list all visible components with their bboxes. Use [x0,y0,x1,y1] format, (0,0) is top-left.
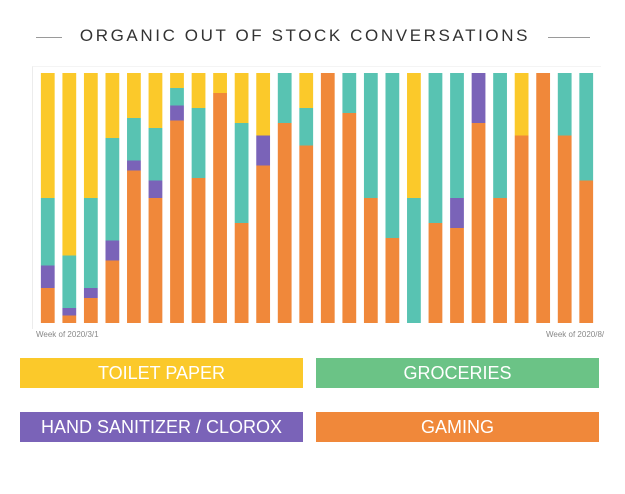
title-divider-left [36,37,62,38]
chart-header: ORGANIC OUT OF STOCK CONVERSATIONS [0,26,625,50]
bar-week-6-gaming [148,198,163,323]
bar-week-22-groceries [493,73,507,198]
bar-week-21-gaming [471,123,486,323]
bar-week-26-gaming [579,180,594,323]
bar-week-11-gaming [256,165,271,323]
bar-week-18-toilet-paper [407,73,421,198]
bar-week-12-gaming [277,123,292,323]
bar-week-16-gaming [363,198,378,323]
bar-week-21-hand-sanitizer-clorox [471,73,486,123]
bar-week-10-groceries [234,123,249,223]
bar-week-19-gaming [428,223,443,323]
bar-week-4-toilet-paper [105,73,120,138]
bar-week-2-hand-sanitizer-clorox [62,308,77,316]
bar-week-6-hand-sanitizer-clorox [148,180,163,198]
bar-week-15-gaming [342,113,357,323]
bar-week-10-toilet-paper [234,73,249,123]
bar-week-25-groceries [557,73,572,136]
plot-area [32,66,601,329]
bar-week-9-gaming [213,93,227,323]
bar-week-5-hand-sanitizer-clorox [127,160,141,171]
bar-week-1-groceries [40,198,55,266]
bar-week-25-gaming [557,135,572,323]
bar-week-18-groceries [407,198,421,323]
bar-week-24-gaming [536,73,551,323]
bar-week-23-gaming [514,135,529,323]
legend-groceries: GROCERIES [316,358,599,388]
bar-week-20-hand-sanitizer-clorox [450,198,464,228]
bar-week-19-groceries [428,73,443,223]
bar-week-11-toilet-paper [256,73,271,136]
x-axis-start-label: Week of 2020/3/1 [36,330,99,339]
bar-week-5-gaming [127,170,141,323]
bar-week-1-hand-sanitizer-clorox [40,265,55,288]
bar-week-26-groceries [579,73,594,181]
legend-toilet-paper: TOILET PAPER [20,358,303,388]
bar-week-16-groceries [363,73,378,198]
bar-week-20-groceries [450,73,464,198]
bar-week-13-gaming [299,145,314,323]
bar-week-3-gaming [83,298,98,323]
bar-week-13-groceries [299,108,314,146]
bar-week-14-gaming [320,73,335,323]
bar-week-12-groceries [277,73,292,123]
bar-week-7-groceries [170,88,184,106]
bar-week-10-gaming [234,223,249,323]
bar-week-3-toilet-paper [83,73,98,198]
bar-week-6-toilet-paper [148,73,163,128]
bar-week-1-gaming [40,288,55,323]
bar-week-2-gaming [62,315,77,323]
bar-week-4-hand-sanitizer-clorox [105,240,120,261]
x-axis-end-label: Week of 2020/8/ [546,330,605,339]
bar-week-8-gaming [191,178,206,323]
bar-week-5-toilet-paper [127,73,141,118]
bar-week-2-groceries [62,255,77,308]
chart-title: ORGANIC OUT OF STOCK CONVERSATIONS [79,26,531,45]
bar-week-3-groceries [83,198,98,288]
bar-week-17-gaming [385,238,400,323]
bar-week-1-toilet-paper [40,73,55,198]
bar-week-23-toilet-paper [514,73,529,136]
title-divider-right [548,37,590,38]
bar-week-11-hand-sanitizer-clorox [256,135,271,166]
bar-week-3-hand-sanitizer-clorox [83,288,98,298]
bar-week-2-toilet-paper [62,73,77,256]
bar-week-4-groceries [105,138,120,241]
bar-week-8-groceries [191,108,206,178]
bar-week-20-gaming [450,228,464,323]
bar-week-8-toilet-paper [191,73,206,108]
bar-week-13-toilet-paper [299,73,314,108]
bar-week-22-gaming [493,198,507,323]
bar-week-4-gaming [105,260,120,323]
legend-gaming: GAMING [316,412,599,442]
bar-week-9-toilet-paper [213,73,227,93]
legend-hand-sanitizer-clorox: HAND SANITIZER / CLOROX [20,412,303,442]
bar-week-7-gaming [170,120,184,323]
stacked-bar-chart [40,73,594,323]
bar-week-17-groceries [385,73,400,238]
bar-week-7-hand-sanitizer-clorox [170,105,184,121]
bar-week-5-groceries [127,118,141,161]
bar-week-6-groceries [148,128,163,181]
bar-week-7-toilet-paper [170,73,184,88]
bar-week-15-groceries [342,73,357,113]
